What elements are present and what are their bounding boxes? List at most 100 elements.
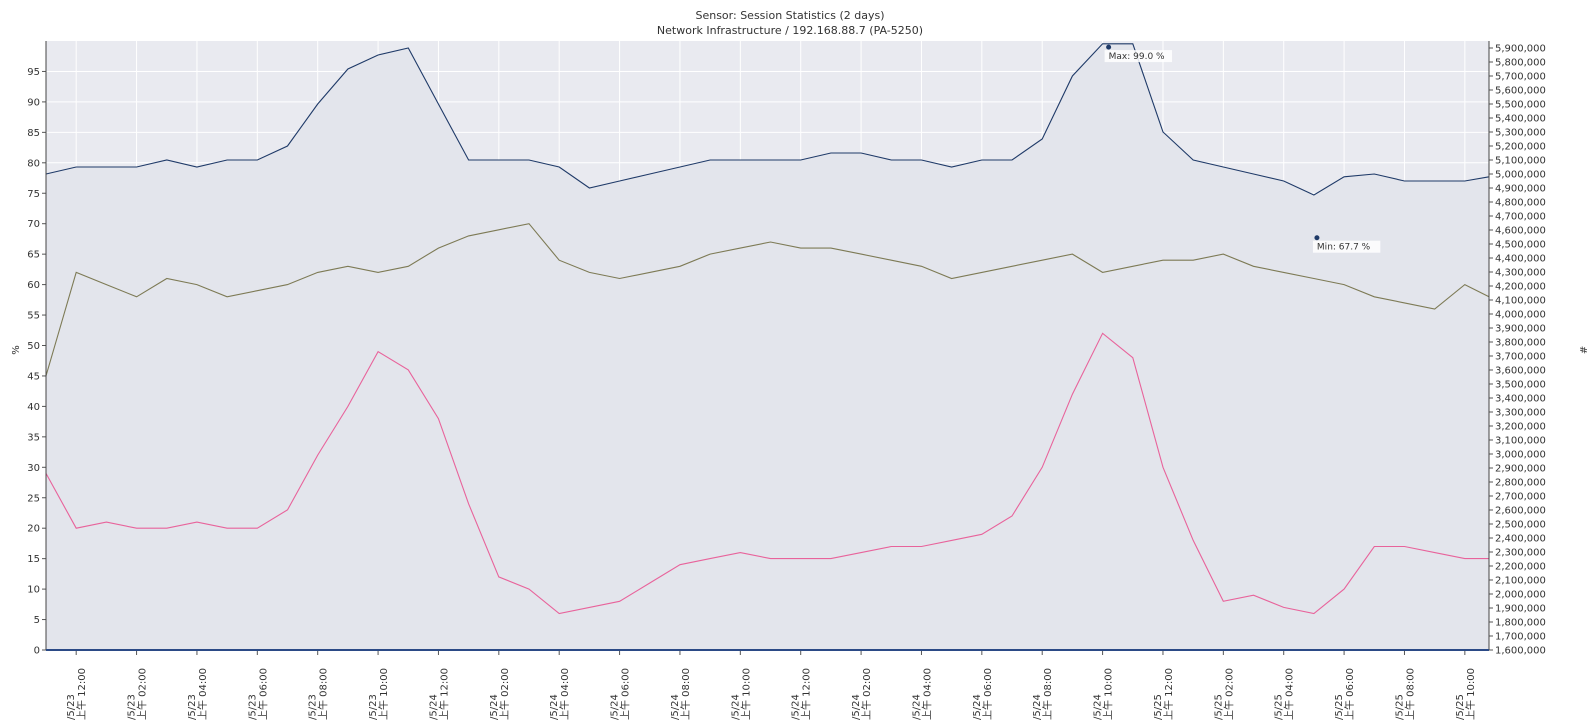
y-tick-label-right: 4,500,000 bbox=[1495, 240, 1546, 251]
annotation-marker bbox=[1106, 44, 1112, 50]
y-tick-label-right: 3,100,000 bbox=[1495, 436, 1546, 447]
x-tick-date: /5/25 bbox=[1455, 694, 1466, 720]
y-tick-label-right: 5,100,000 bbox=[1495, 156, 1546, 167]
x-tick-label: /5/23 上午 08:00 bbox=[308, 668, 330, 720]
x-tick-date: /5/24 bbox=[549, 694, 560, 720]
x-tick-label: /5/23 上午 10:00 bbox=[368, 668, 390, 720]
y-tick-label-right: 4,000,000 bbox=[1495, 310, 1546, 321]
x-tick-label: /5/24 上午 10:00 bbox=[1093, 668, 1115, 720]
x-tick-date: /5/25 bbox=[1274, 694, 1285, 720]
x-tick-time: 上午 04:00 bbox=[558, 668, 571, 720]
x-tick-label: /5/23 上午 06:00 bbox=[247, 668, 269, 720]
x-tick-time: 上午 12:00 bbox=[800, 668, 813, 720]
x-tick-label: /5/25 上午 04:00 bbox=[1274, 668, 1296, 720]
y-tick-label-right: 4,400,000 bbox=[1495, 254, 1546, 265]
y-tick-label-left: 65 bbox=[27, 250, 40, 261]
y-tick-label-left: 50 bbox=[27, 341, 40, 352]
area-fill bbox=[46, 43, 1489, 651]
y-tick-label-left: 15 bbox=[27, 554, 40, 565]
x-tick-date: /5/23 bbox=[66, 694, 77, 720]
x-tick-label: /5/24 上午 08:00 bbox=[1032, 668, 1054, 720]
x-tick-label: /5/25 上午 10:00 bbox=[1455, 668, 1477, 720]
x-tick-date: /5/24 bbox=[911, 694, 922, 720]
x-tick-label: /5/23 上午 04:00 bbox=[187, 668, 209, 720]
x-tick-label: /5/24 上午 02:00 bbox=[489, 668, 511, 720]
x-tick-time: 上午 04:00 bbox=[920, 668, 933, 720]
x-tick-label: /5/25 上午 08:00 bbox=[1394, 668, 1416, 720]
y-tick-label-left: 75 bbox=[27, 189, 40, 200]
y-tick-label-right: 1,600,000 bbox=[1495, 646, 1546, 657]
x-tick-date: /5/24 bbox=[851, 694, 862, 720]
series-lines bbox=[45, 43, 1490, 615]
x-tick-label: /5/23 上午 12:00 bbox=[66, 668, 88, 720]
x-tick-time: 上午 06:00 bbox=[619, 668, 632, 720]
y-tick-label-right: 3,900,000 bbox=[1495, 324, 1546, 335]
y-tick-label-right: 3,300,000 bbox=[1495, 408, 1546, 419]
y-tick-label-right: 5,600,000 bbox=[1495, 86, 1546, 97]
y-tick-label-right: 2,600,000 bbox=[1495, 506, 1546, 517]
x-tick-label: /5/24 上午 10:00 bbox=[730, 668, 752, 720]
y-tick-label-right: 2,400,000 bbox=[1495, 534, 1546, 545]
y-tick-label-right: 3,200,000 bbox=[1495, 422, 1546, 433]
y-tick-label-right: 5,800,000 bbox=[1495, 58, 1546, 69]
x-tick-date: /5/24 bbox=[730, 694, 741, 720]
y-tick-label-right: 3,000,000 bbox=[1495, 450, 1546, 461]
y-tick-label-right: 5,900,000 bbox=[1495, 44, 1546, 55]
y-tick-label-left: 95 bbox=[27, 67, 40, 78]
y-tick-label-left: 35 bbox=[27, 432, 40, 443]
x-tick-time: 上午 10:00 bbox=[1102, 668, 1115, 720]
y-tick-label-right: 3,500,000 bbox=[1495, 380, 1546, 391]
annotation-box bbox=[1104, 50, 1173, 63]
x-tick-time: 上午 08:00 bbox=[317, 668, 330, 720]
x-tick-time: 上午 06:00 bbox=[981, 668, 994, 720]
y-tick-label-right: 5,700,000 bbox=[1495, 72, 1546, 83]
x-tick-time: 上午 02:00 bbox=[136, 668, 149, 720]
x-tick-time: 上午 06:00 bbox=[256, 668, 269, 720]
x-tick-label: /5/24 上午 06:00 bbox=[972, 668, 994, 720]
y-tick-label-right: 5,500,000 bbox=[1495, 100, 1546, 111]
annotation-label: Min: 67.7 % bbox=[1317, 243, 1371, 253]
x-tick-date: /5/24 bbox=[972, 694, 983, 720]
x-tick-time: 上午 08:00 bbox=[679, 668, 692, 720]
x-tick-label: /5/24 上午 12:00 bbox=[791, 668, 813, 720]
y-tick-label-right: 3,700,000 bbox=[1495, 352, 1546, 363]
x-tick-time: 上午 10:00 bbox=[377, 668, 390, 720]
x-tick-time: 上午 04:00 bbox=[1283, 668, 1296, 720]
x-tick-label: /5/25 上午 02:00 bbox=[1213, 668, 1235, 720]
x-tick-date: /5/23 bbox=[368, 694, 379, 720]
y-tick-label-left: 85 bbox=[27, 128, 40, 139]
series-area-0 bbox=[46, 43, 1489, 651]
y-tick-label-right: 4,900,000 bbox=[1495, 184, 1546, 195]
x-tick-time: 上午 02:00 bbox=[498, 668, 511, 720]
y-tick-label-left: 80 bbox=[27, 158, 40, 169]
x-tick-date: /5/24 bbox=[791, 694, 802, 720]
x-tick-time: 上午 02:00 bbox=[1222, 668, 1235, 720]
series-line-2 bbox=[45, 332, 1489, 615]
y-tick-label-right: 4,700,000 bbox=[1495, 212, 1546, 223]
x-tick-date: /5/24 bbox=[428, 694, 439, 720]
x-tick-time: 上午 10:00 bbox=[1464, 668, 1477, 720]
y-tick-label-right: 2,800,000 bbox=[1495, 478, 1546, 489]
x-tick-label: /5/25 上午 12:00 bbox=[1153, 668, 1175, 720]
y-tick-label-left: 55 bbox=[27, 311, 40, 322]
y-axis-label-left: % bbox=[11, 345, 22, 355]
y-tick-label-right: 4,200,000 bbox=[1495, 282, 1546, 293]
x-tick-date: /5/23 bbox=[187, 694, 198, 720]
y-tick-label-right: 5,300,000 bbox=[1495, 128, 1546, 139]
x-tick-label: /5/24 上午 04:00 bbox=[549, 668, 571, 720]
y-tick-label-right: 4,300,000 bbox=[1495, 268, 1546, 279]
y-tick-label-left: 60 bbox=[27, 280, 40, 291]
x-tick-label: /5/24 上午 02:00 bbox=[851, 668, 873, 720]
x-tick-date: /5/24 bbox=[489, 694, 500, 720]
x-tick-time: 上午 08:00 bbox=[1041, 668, 1054, 720]
x-tick-time: 上午 08:00 bbox=[1403, 668, 1416, 720]
y-tick-label-right: 4,800,000 bbox=[1495, 198, 1546, 209]
y-tick-label-right: 4,100,000 bbox=[1495, 296, 1546, 307]
x-tick-date: /5/24 bbox=[670, 694, 681, 720]
y-tick-label-left: 5 bbox=[34, 615, 40, 626]
x-tick-date: /5/24 bbox=[1093, 694, 1104, 720]
y-axis-label-right: # bbox=[1577, 346, 1588, 354]
x-tick-date: /5/23 bbox=[127, 694, 138, 720]
